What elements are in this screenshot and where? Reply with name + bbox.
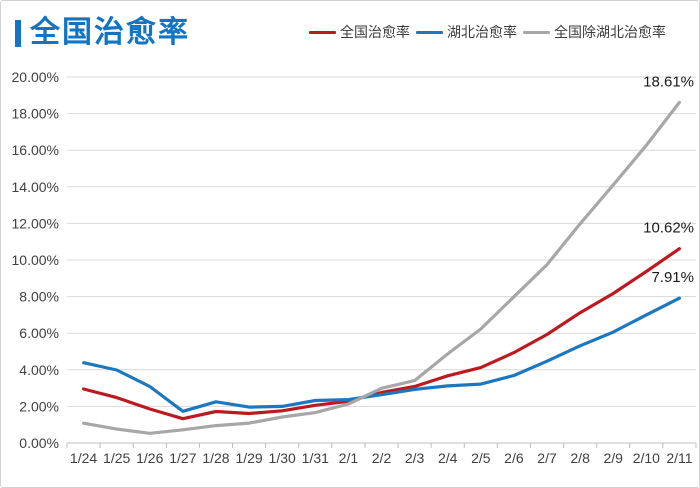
svg-text:2/2: 2/2 xyxy=(372,450,392,466)
legend-item-ex-hubei: 全国除湖北治愈率 xyxy=(523,24,666,40)
series-line-全国除湖北治愈率 xyxy=(81,100,682,435)
svg-text:8.00%: 8.00% xyxy=(19,289,59,305)
svg-text:2/7: 2/7 xyxy=(537,450,557,466)
svg-text:4.00%: 4.00% xyxy=(19,362,59,378)
ex-hubei-line-swatch xyxy=(523,30,550,34)
annotation-全国除湖北治愈率: 18.61% xyxy=(643,73,694,90)
annotation-湖北治愈率: 7.91% xyxy=(651,269,694,286)
svg-text:12.00%: 12.00% xyxy=(12,215,59,231)
svg-text:2/6: 2/6 xyxy=(504,450,524,466)
svg-text:1/29: 1/29 xyxy=(235,450,262,466)
svg-text:1/26: 1/26 xyxy=(136,450,163,466)
svg-text:2/8: 2/8 xyxy=(570,450,590,466)
page-title: 全国治愈率 xyxy=(30,16,190,49)
legend-item-national: 全国治愈率 xyxy=(309,24,410,40)
svg-text:1/24: 1/24 xyxy=(70,450,97,466)
svg-text:1/25: 1/25 xyxy=(103,450,130,466)
legend-label-ex-hubei: 全国除湖北治愈率 xyxy=(554,24,666,40)
svg-text:2.00%: 2.00% xyxy=(19,398,59,414)
svg-text:2/3: 2/3 xyxy=(405,450,425,466)
legend-label-hubei: 湖北治愈率 xyxy=(447,24,517,40)
y-axis-labels: 0.00% 2.00% 4.00% 6.00% 8.00% 10.00% 12.00% 14.… xyxy=(12,69,59,451)
svg-text:20.00%: 20.00% xyxy=(12,69,59,85)
svg-text:1/28: 1/28 xyxy=(202,450,229,466)
svg-text:2/5: 2/5 xyxy=(471,450,491,466)
hubei-line-swatch xyxy=(416,30,443,34)
svg-text:2/11: 2/11 xyxy=(666,450,692,466)
svg-text:2/4: 2/4 xyxy=(438,450,458,466)
svg-text:10.00%: 10.00% xyxy=(12,252,59,268)
svg-text:1/27: 1/27 xyxy=(169,450,196,466)
title-accent-bar xyxy=(15,19,21,47)
svg-text:18.00%: 18.00% xyxy=(12,106,59,122)
svg-text:2/9: 2/9 xyxy=(604,450,624,466)
svg-text:1/30: 1/30 xyxy=(269,450,296,466)
svg-text:16.00%: 16.00% xyxy=(12,142,59,158)
x-axis xyxy=(66,442,697,448)
chart-header: 全国治愈率 xyxy=(15,17,190,49)
annotation-全国治愈率: 10.62% xyxy=(643,220,694,237)
data-label-annotations: 18.61% 10.62% 7.91% xyxy=(643,73,694,286)
chart-legend: 全国治愈率 湖北治愈率 全国除湖北治愈率 xyxy=(309,24,672,40)
national-line-swatch xyxy=(309,30,336,34)
legend-label-national: 全国治愈率 xyxy=(340,24,410,40)
svg-text:2/10: 2/10 xyxy=(633,450,660,466)
svg-text:1/31: 1/31 xyxy=(302,450,329,466)
svg-text:0.00%: 0.00% xyxy=(19,435,59,451)
svg-text:6.00%: 6.00% xyxy=(19,325,59,341)
series-line-湖北治愈率 xyxy=(81,296,682,413)
legend-item-hubei: 湖北治愈率 xyxy=(416,24,517,40)
svg-text:14.00%: 14.00% xyxy=(12,179,59,195)
gridlines xyxy=(67,76,696,407)
x-axis-labels: 1/24 1/25 1/26 1/27 1/28 1/29 1/30 1/31 2/1 2/2 2/… xyxy=(70,450,693,466)
svg-text:2/1: 2/1 xyxy=(339,450,359,466)
series-line-全国治愈率 xyxy=(81,247,682,421)
